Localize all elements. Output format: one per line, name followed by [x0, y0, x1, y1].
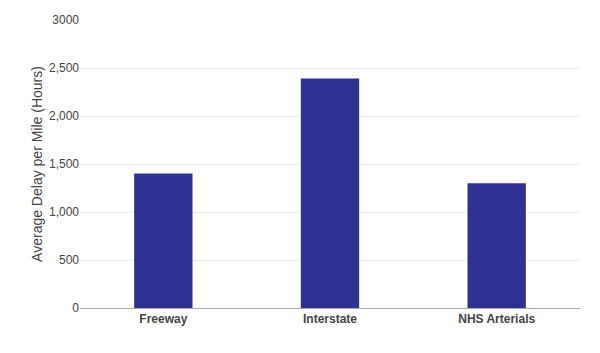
svg-text:Freeway: Freeway — [139, 312, 187, 326]
svg-text:0: 0 — [72, 301, 79, 315]
svg-text:2,500: 2,500 — [49, 61, 79, 75]
svg-text:1,000: 1,000 — [49, 205, 79, 219]
svg-text:3000: 3000 — [52, 13, 79, 27]
svg-text:2,000: 2,000 — [49, 109, 79, 123]
svg-text:Average Delay per Mile (Hours): Average Delay per Mile (Hours) — [29, 66, 45, 262]
svg-text:NHS Arterials: NHS Arterials — [458, 312, 535, 326]
svg-text:1,500: 1,500 — [49, 157, 79, 171]
svg-text:500: 500 — [59, 253, 79, 267]
svg-text:Interstate: Interstate — [303, 312, 357, 326]
